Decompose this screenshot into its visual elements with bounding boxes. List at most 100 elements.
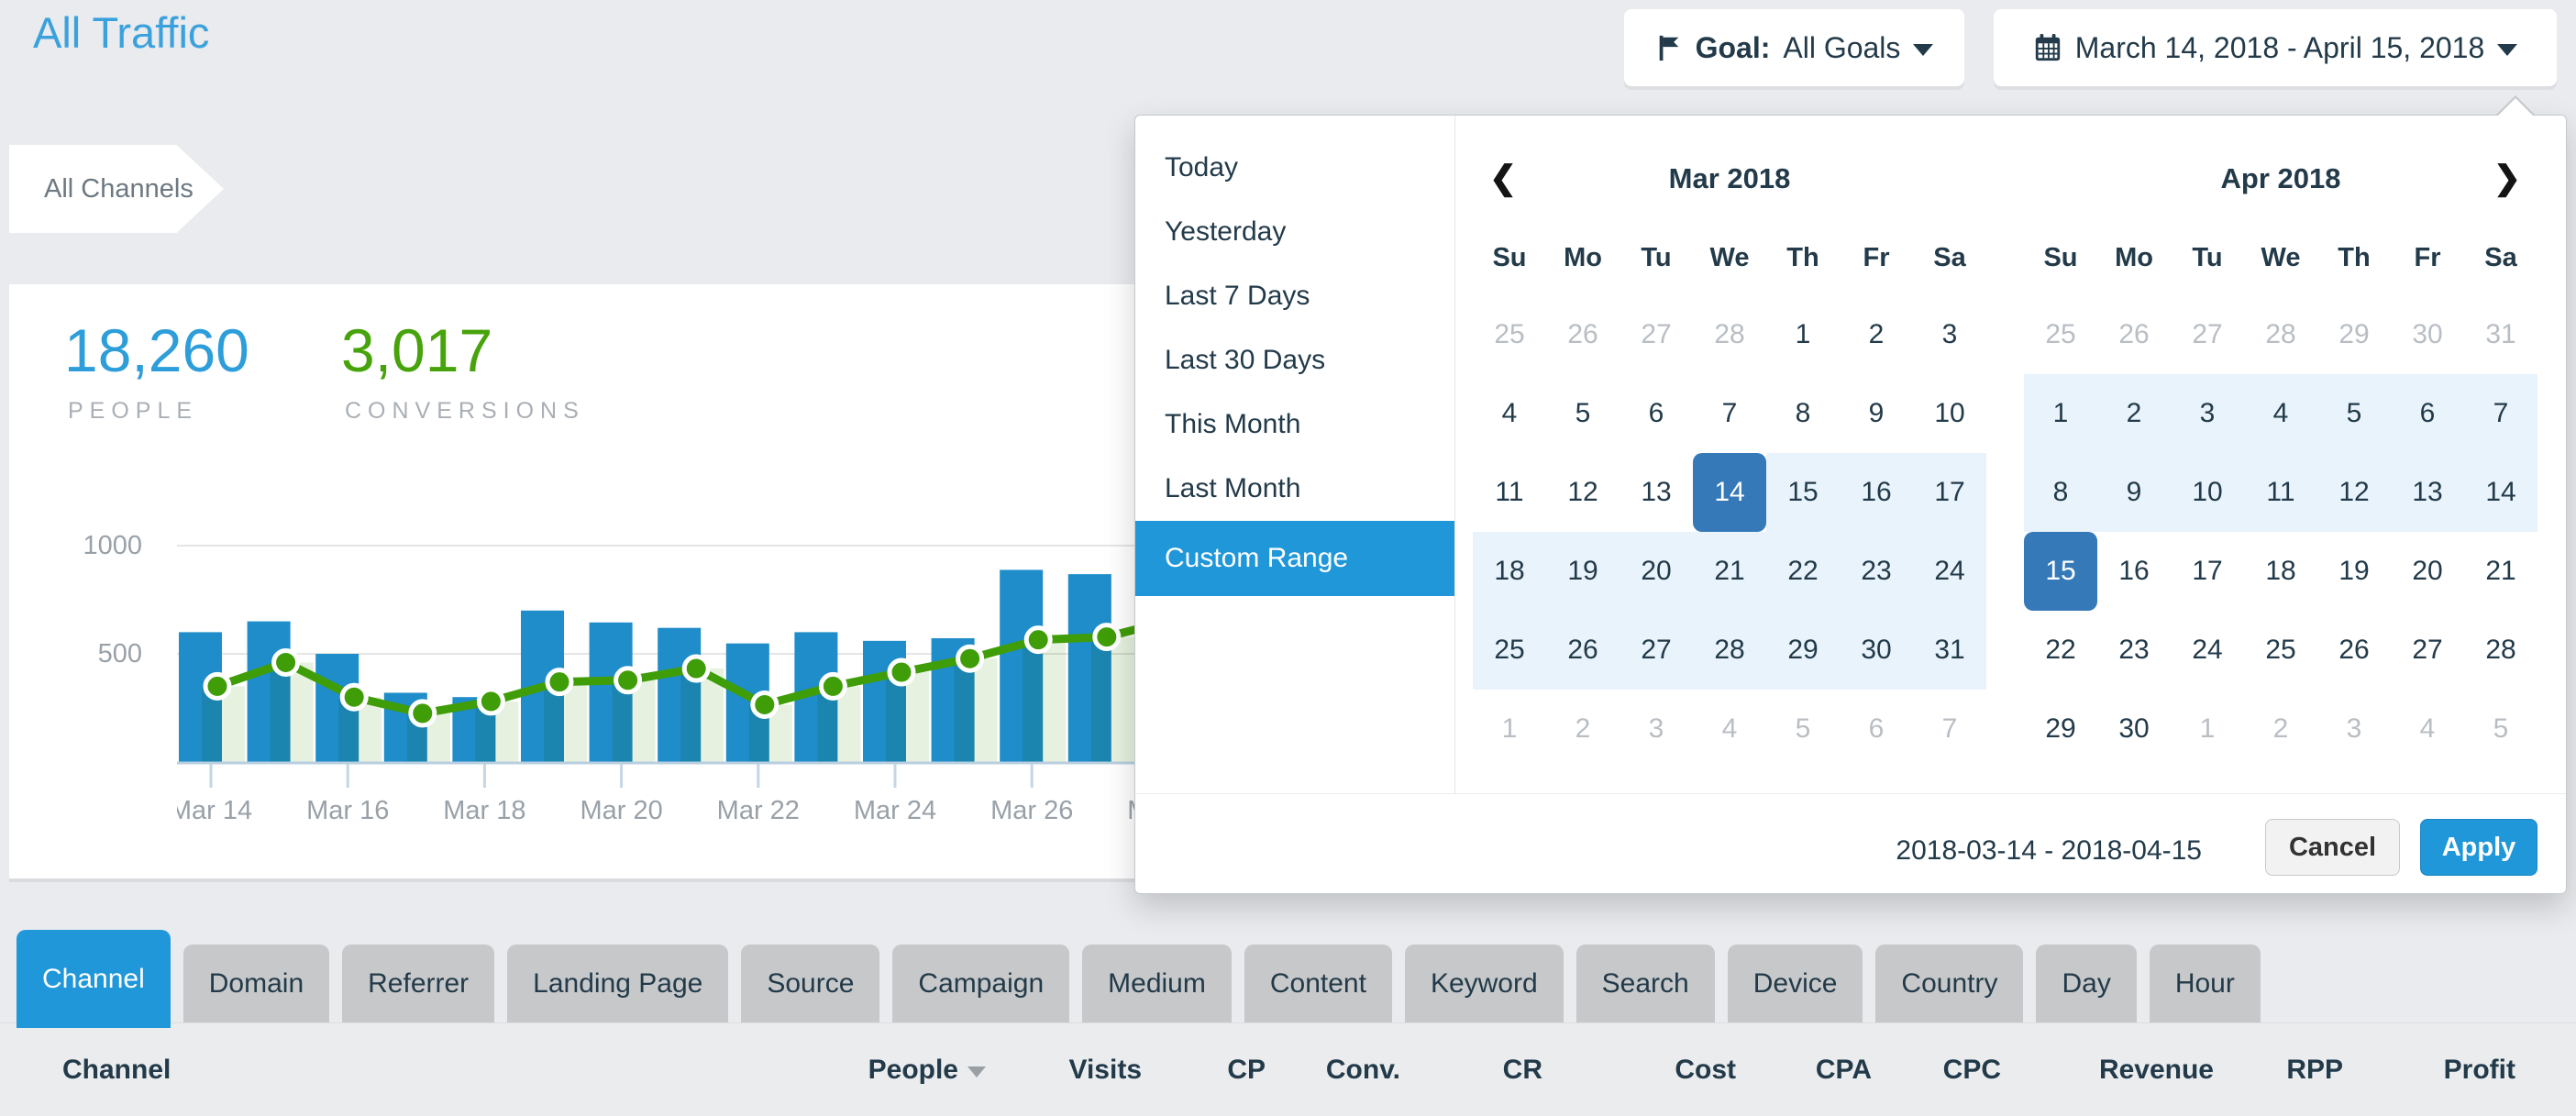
calendar-day[interactable]: 26 <box>2338 635 2370 665</box>
calendar-day[interactable]: 4 <box>1721 713 1738 744</box>
calendar-day[interactable]: 3 <box>1941 319 1958 349</box>
tab-domain[interactable]: Domain <box>182 945 330 1022</box>
calendar-day[interactable]: 18 <box>2265 556 2296 586</box>
calendar-day[interactable]: 30 <box>1840 611 1913 690</box>
calendar-day[interactable]: 30 <box>2118 713 2150 744</box>
range-option-last-month[interactable]: Last Month <box>1165 473 1301 503</box>
tab-medium[interactable]: Medium <box>1082 945 1232 1022</box>
calendar-day[interactable]: 6 <box>2391 374 2464 453</box>
calendar-day[interactable]: 3 <box>2171 374 2244 453</box>
calendar-day[interactable]: 10 <box>2171 453 2244 532</box>
apply-button[interactable]: Apply <box>2420 819 2537 876</box>
calendar-day[interactable]: 15 <box>1766 453 1840 532</box>
calendar-day[interactable]: 19 <box>1546 532 1620 611</box>
calendar-day[interactable]: 7 <box>1941 713 1958 744</box>
column-header-rpp[interactable]: RPP <box>2286 1023 2343 1116</box>
prev-month-icon[interactable]: ❮ <box>1489 159 1518 196</box>
calendar-day[interactable]: 1 <box>1501 713 1518 744</box>
column-header-conv-[interactable]: Conv. <box>1326 1023 1400 1116</box>
column-header-cost[interactable]: Cost <box>1675 1023 1736 1116</box>
calendar-day[interactable]: 28 <box>1693 611 1766 690</box>
calendar-day[interactable]: 23 <box>2118 635 2150 665</box>
calendar-day[interactable]: 11 <box>2244 453 2317 532</box>
calendar-day[interactable]: 30 <box>2412 319 2443 349</box>
calendar-day[interactable]: 27 <box>1620 611 1693 690</box>
calendar-day[interactable]: 17 <box>1913 453 1986 532</box>
column-header-visits[interactable]: Visits <box>1069 1023 1143 1116</box>
calendar-day[interactable]: 12 <box>1567 477 1598 507</box>
calendar-day[interactable]: 1 <box>2024 374 2097 453</box>
tab-content[interactable]: Content <box>1244 945 1392 1022</box>
calendar-day[interactable]: 27 <box>2192 319 2223 349</box>
calendar-day[interactable]: 3 <box>1648 713 1664 744</box>
calendar-day[interactable]: 12 <box>2317 453 2391 532</box>
range-option-today[interactable]: Today <box>1165 152 1239 182</box>
calendar-day[interactable]: 1 <box>2199 713 2216 744</box>
tab-day[interactable]: Day <box>2036 945 2137 1022</box>
next-month-icon[interactable]: ❯ <box>2493 159 2521 196</box>
calendar-day[interactable]: 29 <box>2045 713 2076 744</box>
calendar-day[interactable]: 23 <box>1840 532 1913 611</box>
calendar-day[interactable]: 2 <box>1868 319 1885 349</box>
calendar-day[interactable]: 26 <box>2118 319 2150 349</box>
column-header-cpc[interactable]: CPC <box>1943 1023 2001 1116</box>
calendar-day[interactable]: 16 <box>2118 556 2150 586</box>
calendar-day[interactable]: 20 <box>2412 556 2443 586</box>
calendar-day-selected[interactable]: 15 <box>2024 532 2097 611</box>
calendar-day[interactable]: 5 <box>1575 398 1591 428</box>
calendar-day[interactable]: 29 <box>2338 319 2370 349</box>
calendar-day[interactable]: 13 <box>2391 453 2464 532</box>
calendar-day[interactable]: 25 <box>2045 319 2076 349</box>
tab-country[interactable]: Country <box>1875 945 2024 1022</box>
calendar-day[interactable]: 5 <box>2317 374 2391 453</box>
column-header-people[interactable]: People <box>868 1023 986 1116</box>
calendar-day[interactable]: 17 <box>2192 556 2223 586</box>
calendar-day[interactable]: 26 <box>1567 319 1598 349</box>
calendar-day[interactable]: 8 <box>1795 398 1811 428</box>
tab-campaign[interactable]: Campaign <box>892 945 1070 1022</box>
calendar-day[interactable]: 7 <box>2464 374 2537 453</box>
calendar-day[interactable]: 16 <box>1840 453 1913 532</box>
tab-referrer[interactable]: Referrer <box>342 945 495 1022</box>
calendar-day[interactable]: 13 <box>1641 477 1672 507</box>
column-header-cpa[interactable]: CPA <box>1816 1023 1872 1116</box>
calendar-day[interactable]: 24 <box>1913 532 1986 611</box>
column-header-cr[interactable]: CR <box>1503 1023 1542 1116</box>
calendar-day[interactable]: 27 <box>1641 319 1672 349</box>
range-option-custom-range[interactable]: Custom Range <box>1135 521 1454 596</box>
calendar-day[interactable]: 2 <box>1575 713 1591 744</box>
calendar-day[interactable]: 25 <box>1494 319 1525 349</box>
tab-hour[interactable]: Hour <box>2149 945 2261 1022</box>
calendar-day[interactable]: 6 <box>1868 713 1885 744</box>
calendar-day[interactable]: 31 <box>2485 319 2516 349</box>
calendar-day[interactable]: 19 <box>2338 556 2370 586</box>
calendar-day[interactable]: 21 <box>2485 556 2516 586</box>
calendar-day[interactable]: 6 <box>1648 398 1664 428</box>
calendar-day[interactable]: 9 <box>1868 398 1885 428</box>
calendar-day[interactable]: 22 <box>2045 635 2076 665</box>
calendar-day[interactable]: 28 <box>2265 319 2296 349</box>
calendar-day[interactable]: 31 <box>1913 611 1986 690</box>
tab-channel[interactable]: Channel <box>17 930 171 1028</box>
calendar-day[interactable]: 8 <box>2024 453 2097 532</box>
calendar-day[interactable]: 2 <box>2097 374 2171 453</box>
calendar-day[interactable]: 4 <box>1501 398 1518 428</box>
calendar-day[interactable]: 27 <box>2412 635 2443 665</box>
tab-source[interactable]: Source <box>741 945 880 1022</box>
calendar-day[interactable]: 25 <box>1473 611 1546 690</box>
tab-search[interactable]: Search <box>1575 945 1715 1022</box>
column-header-revenue[interactable]: Revenue <box>2099 1023 2214 1116</box>
calendar-day[interactable]: 21 <box>1693 532 1766 611</box>
range-option-yesterday[interactable]: Yesterday <box>1165 216 1287 247</box>
date-range-button[interactable]: March 14, 2018 - April 15, 2018 <box>1994 9 2557 86</box>
calendar-day[interactable]: 1 <box>1795 319 1811 349</box>
range-option-last-30-days[interactable]: Last 30 Days <box>1165 345 1326 375</box>
column-header-cp[interactable]: CP <box>1227 1023 1266 1116</box>
calendar-day[interactable]: 4 <box>2244 374 2317 453</box>
range-option-last-7-days[interactable]: Last 7 Days <box>1165 281 1310 311</box>
calendar-day[interactable]: 26 <box>1546 611 1620 690</box>
calendar-day[interactable]: 2 <box>2272 713 2289 744</box>
column-header-profit[interactable]: Profit <box>2444 1023 2515 1116</box>
tab-landing-page[interactable]: Landing Page <box>507 945 729 1022</box>
calendar-day[interactable]: 7 <box>1721 398 1738 428</box>
